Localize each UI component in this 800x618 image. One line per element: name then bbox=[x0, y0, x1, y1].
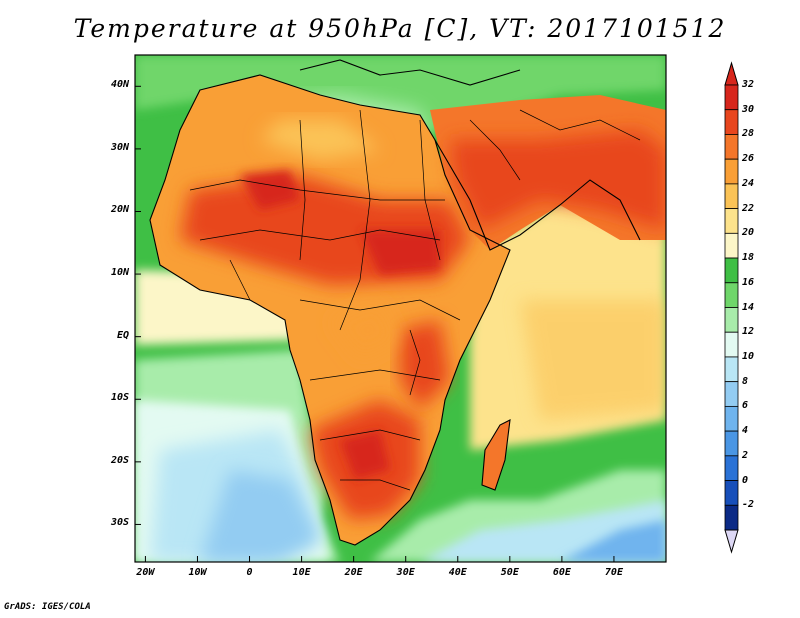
colorbar-label: 26 bbox=[742, 153, 755, 165]
colorbar-swatch bbox=[724, 480, 739, 506]
lat-label: EQ bbox=[116, 329, 129, 341]
colorbar-label: 12 bbox=[742, 326, 755, 338]
colorbar-swatch bbox=[724, 109, 739, 135]
colorbar-label: 30 bbox=[742, 103, 755, 115]
colorbar-label: -2 bbox=[742, 499, 755, 511]
colorbar-label: 0 bbox=[742, 474, 749, 486]
colorbar-swatch bbox=[724, 257, 739, 284]
colorbar-swatch bbox=[724, 504, 739, 531]
colorbar-swatch bbox=[724, 307, 739, 333]
lon-label: 50E bbox=[500, 567, 519, 578]
colorbar-swatch bbox=[724, 158, 739, 185]
colorbar bbox=[724, 61, 739, 554]
lat-label: 20S bbox=[110, 454, 129, 466]
lon-label: 10W bbox=[188, 567, 207, 578]
colorbar-label: 6 bbox=[742, 400, 749, 412]
colorbar-label: 24 bbox=[742, 177, 755, 189]
colorbar-label: 22 bbox=[742, 202, 755, 214]
lat-label: 40N bbox=[110, 79, 129, 91]
colorbar-label: 32 bbox=[742, 79, 755, 90]
colorbar-top-arrow bbox=[724, 61, 739, 86]
lon-label: 30E bbox=[396, 567, 415, 578]
lon-label: 20E bbox=[344, 567, 363, 578]
lat-label: 30S bbox=[110, 517, 129, 529]
plot-title: Temperature at 950hPa [C], VT: 201710151… bbox=[73, 14, 727, 43]
colorbar-label: 8 bbox=[742, 375, 749, 387]
lat-label: 20N bbox=[110, 204, 129, 216]
colorbar-bottom-arrow bbox=[724, 529, 739, 554]
colorbar-label: 2 bbox=[742, 449, 749, 461]
colorbar-swatch bbox=[724, 331, 739, 358]
lon-label: 70E bbox=[604, 567, 623, 578]
lon-label: 60E bbox=[552, 567, 571, 578]
lon-label: 10E bbox=[292, 567, 311, 578]
colorbar-swatch bbox=[724, 282, 739, 308]
colorbar-swatch bbox=[724, 208, 739, 234]
lon-label: 40E bbox=[448, 567, 467, 578]
lon-label: 0 bbox=[246, 567, 253, 578]
grads-credit: GrADS: IGES/COLA bbox=[4, 602, 91, 612]
temperature-field bbox=[135, 55, 666, 562]
colorbar-label: 10 bbox=[742, 350, 755, 362]
colorbar-label: 28 bbox=[742, 128, 755, 140]
colorbar-swatch bbox=[724, 430, 739, 457]
colorbar-label: 20 bbox=[742, 227, 755, 239]
colorbar-label: 14 bbox=[742, 301, 755, 313]
colorbar-swatch bbox=[724, 455, 739, 481]
colorbar-swatch bbox=[724, 232, 739, 259]
lat-label: 30N bbox=[110, 141, 129, 153]
lon-label: 20W bbox=[136, 567, 155, 578]
colorbar-swatch bbox=[724, 381, 739, 407]
colorbar-label: 4 bbox=[742, 425, 749, 437]
lat-label: 10N bbox=[110, 267, 129, 279]
colorbar-swatch bbox=[724, 134, 739, 160]
colorbar-label: 18 bbox=[742, 252, 755, 264]
colorbar-swatch bbox=[724, 356, 739, 383]
colorbar-swatch bbox=[724, 405, 739, 432]
colorbar-swatch bbox=[724, 84, 739, 111]
colorbar-label: 16 bbox=[742, 276, 755, 288]
lat-label: 10S bbox=[110, 392, 129, 404]
colorbar-swatch bbox=[724, 183, 739, 210]
